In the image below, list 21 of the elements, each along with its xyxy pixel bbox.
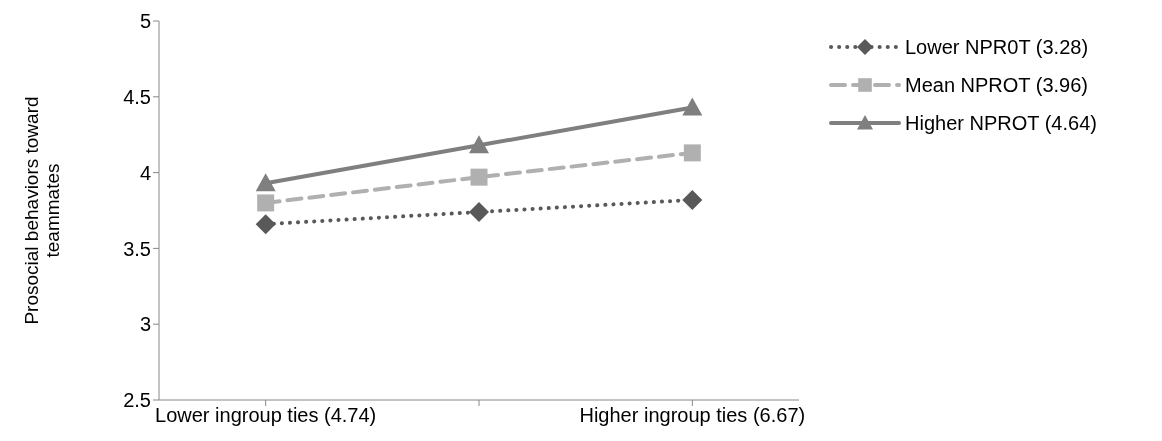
- point: [469, 135, 489, 154]
- x-tick-label: Higher ingroup ties (6.67): [579, 404, 806, 427]
- y-tick-label: 3: [139, 313, 151, 336]
- point: [255, 214, 276, 235]
- legend-label: Higher NPROT (4.64): [905, 111, 1097, 135]
- y-tick-label: 3.5: [123, 237, 151, 260]
- y-tick-label: 2.5: [123, 389, 151, 412]
- y-tick-label: 5: [139, 10, 151, 33]
- x-tick-label: Lower ingroup ties (4.74): [155, 404, 377, 427]
- point: [682, 97, 703, 116]
- y-tick-label: 4: [139, 161, 151, 184]
- y-axis-title: Prosocial behaviors toward teammates: [21, 96, 63, 325]
- point: [255, 173, 276, 192]
- point: [257, 194, 275, 212]
- y-tick-label: 4.5: [123, 85, 151, 108]
- point: [682, 189, 703, 210]
- legend-label: Mean NPROT (3.96): [905, 73, 1089, 97]
- legend-label: Lower NPR0T (3.28): [905, 35, 1089, 59]
- point: [683, 144, 701, 162]
- point: [470, 168, 488, 186]
- point: [469, 202, 489, 223]
